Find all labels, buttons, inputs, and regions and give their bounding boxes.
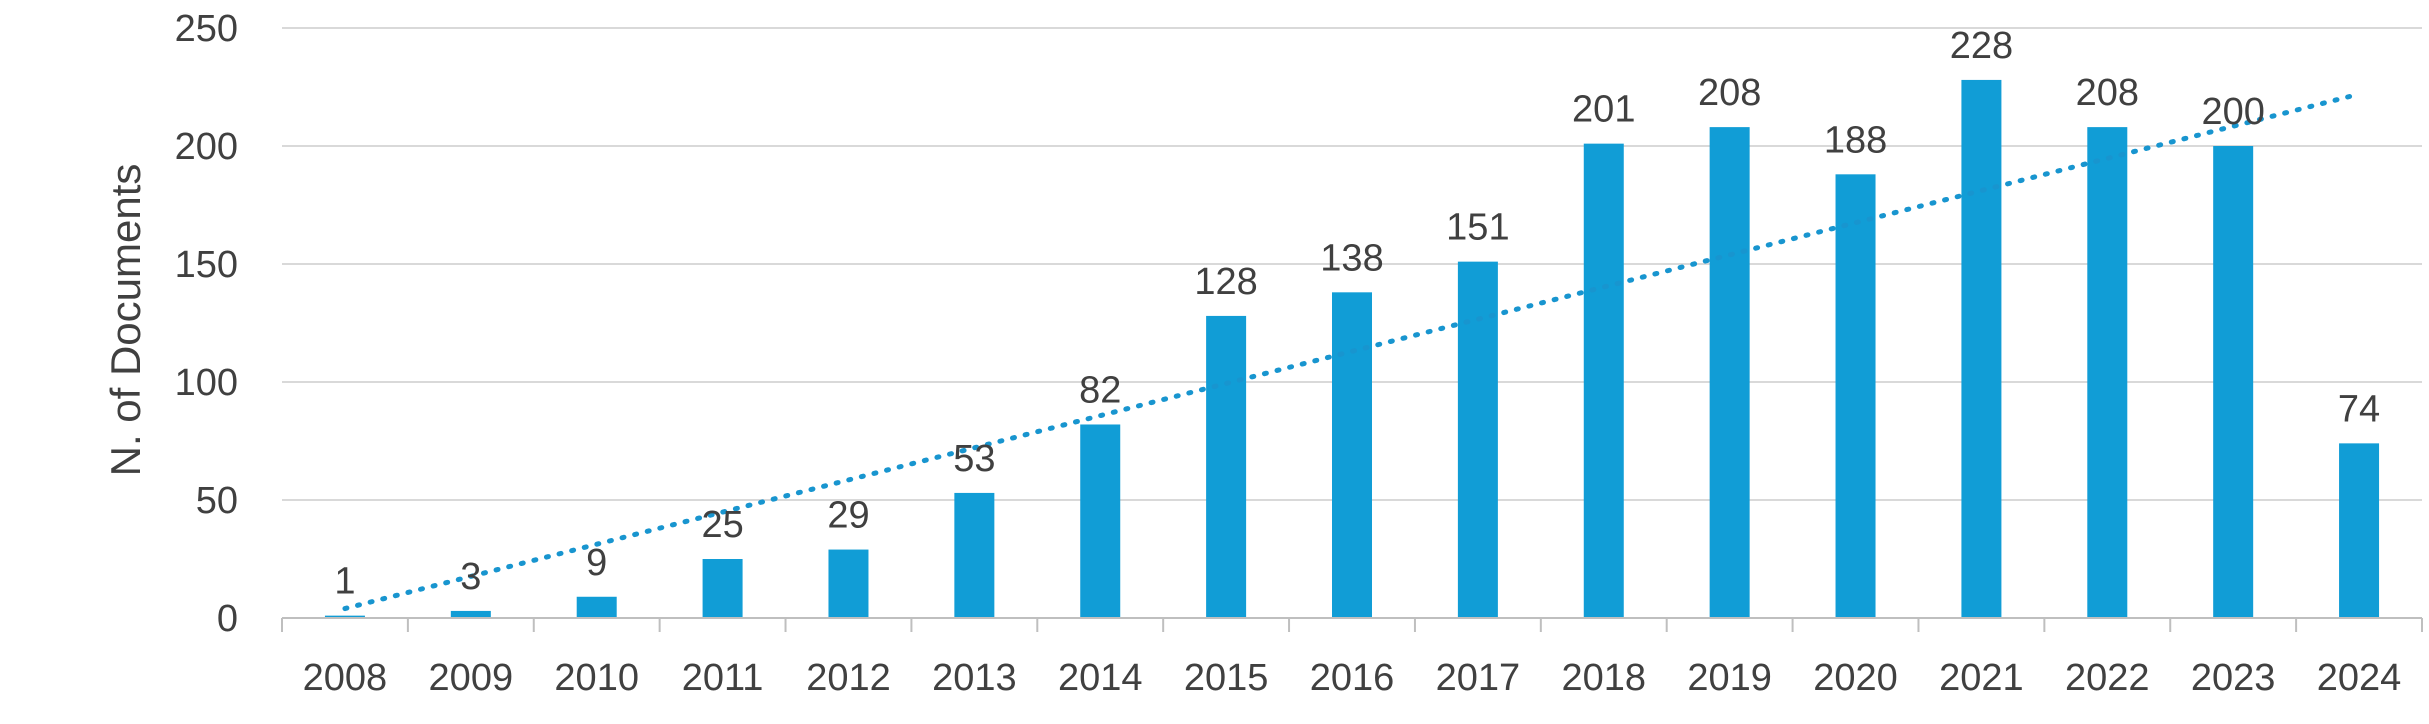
x-tick-label: 2011 <box>682 657 764 699</box>
bar <box>702 559 743 618</box>
x-axis: 2008 2009 2010 2011 2012 2013 2014 2015 2016 2017… <box>281 617 2423 699</box>
data-label: 128 <box>1194 261 1257 303</box>
data-label: 188 <box>1824 119 1887 161</box>
bar <box>1709 127 1750 619</box>
x-tick-label: 2019 <box>1687 657 1772 699</box>
x-tick-label: 2008 <box>303 657 388 699</box>
y-tick-label: 50 <box>196 480 238 522</box>
bar <box>1332 292 1372 618</box>
data-label: 208 <box>1698 72 1761 114</box>
x-tick-label: 2016 <box>1310 657 1395 699</box>
y-tick-label: 250 <box>175 8 238 50</box>
data-label: 200 <box>2201 91 2264 133</box>
data-label: 138 <box>1320 237 1383 279</box>
x-tick-label: 2022 <box>2065 657 2150 699</box>
data-label: 208 <box>2076 72 2139 114</box>
x-tick-label: 2020 <box>1813 657 1898 699</box>
y-tick-label: 0 <box>217 598 238 640</box>
x-tick-label: 2018 <box>1561 657 1646 699</box>
gridlines <box>282 27 2422 501</box>
trendline <box>342 91 2362 612</box>
bar <box>576 596 617 618</box>
x-tick-label: 2015 <box>1184 657 1269 699</box>
bar <box>1835 174 1876 618</box>
x-tick-label: 2021 <box>1939 657 2024 699</box>
data-label: 53 <box>953 438 995 480</box>
x-tick-label: 2017 <box>1436 657 1521 699</box>
data-label: 1 <box>334 561 355 603</box>
y-axis-title: N. of Documents <box>102 164 149 477</box>
x-tick-label: 2014 <box>1058 657 1143 699</box>
data-label: 228 <box>1950 25 2013 67</box>
data-label: 201 <box>1572 89 1635 131</box>
bar <box>2213 146 2254 618</box>
x-tick-label: 2012 <box>806 657 891 699</box>
y-tick-label: 200 <box>175 126 238 168</box>
x-tick-label: 2010 <box>554 657 639 699</box>
bar <box>2339 443 2380 618</box>
data-label: 29 <box>827 495 869 537</box>
data-label: 74 <box>2338 388 2380 430</box>
bar <box>1206 315 1247 618</box>
data-label: 3 <box>460 556 481 598</box>
data-label: 151 <box>1446 207 1509 249</box>
bar <box>324 615 365 618</box>
data-label: 25 <box>701 504 743 546</box>
bar <box>954 492 995 618</box>
x-tick-label: 2013 <box>932 657 1017 699</box>
x-tick-label: 2009 <box>429 657 514 699</box>
data-label: 9 <box>586 542 607 584</box>
bar <box>2087 127 2128 619</box>
trendline-group <box>342 91 2362 612</box>
bar <box>450 610 491 618</box>
y-tick-label: 150 <box>175 244 238 286</box>
bar <box>1080 424 1121 618</box>
data-label: 82 <box>1079 369 1121 411</box>
data-labels: 1 3 9 25 29 53 82 128 138 151 201 208 188 228 208 200 74 <box>334 25 2380 603</box>
bar <box>828 549 869 618</box>
bar <box>1961 79 2002 619</box>
bar <box>1583 143 1624 618</box>
x-tick-label: 2024 <box>2317 657 2402 699</box>
x-tick-label: 2023 <box>2191 657 2276 699</box>
y-tick-label: 100 <box>175 362 238 404</box>
y-axis-ticks: 0 50 100 150 200 250 <box>175 8 238 640</box>
